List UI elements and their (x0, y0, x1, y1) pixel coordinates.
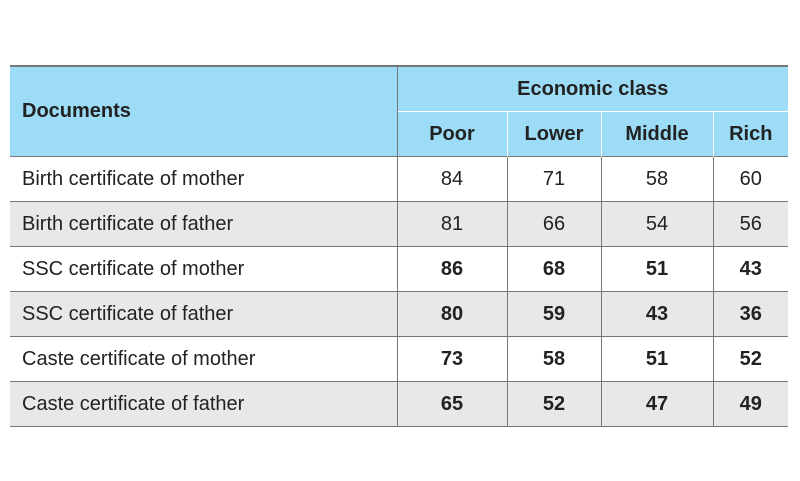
value-cell: 86 (397, 246, 508, 292)
table-row: SSC certificate of mother 86 68 51 43 (10, 246, 788, 292)
table-row: SSC certificate of father 80 59 43 36 (10, 291, 788, 337)
document-name: Birth certificate of mother (10, 156, 398, 202)
value-cell: 56 (713, 201, 788, 247)
value-cell: 60 (713, 156, 788, 202)
table-row: Caste certificate of mother 73 58 51 52 (10, 336, 788, 382)
class-header-lower: Lower (507, 111, 602, 157)
table-row: Birth certificate of father 81 66 54 56 (10, 201, 788, 247)
value-cell: 36 (713, 291, 788, 337)
document-name: SSC certificate of mother (10, 246, 398, 292)
value-cell: 84 (397, 156, 508, 202)
value-cell: 58 (601, 156, 714, 202)
class-header-middle: Middle (601, 111, 714, 157)
documents-column-header: Documents (10, 65, 398, 157)
documents-by-economic-class-table: Documents Economic class Poor Lower Midd… (10, 65, 788, 427)
economic-class-group-header: Economic class (397, 65, 788, 112)
value-cell: 43 (713, 246, 788, 292)
value-cell: 51 (601, 336, 714, 382)
document-name: Birth certificate of father (10, 201, 398, 247)
value-cell: 81 (397, 201, 508, 247)
value-cell: 51 (601, 246, 714, 292)
value-cell: 71 (507, 156, 602, 202)
table-row: Caste certificate of father 65 52 47 49 (10, 381, 788, 427)
document-name: Caste certificate of father (10, 381, 398, 427)
value-cell: 47 (601, 381, 714, 427)
value-cell: 52 (713, 336, 788, 382)
value-cell: 43 (601, 291, 714, 337)
value-cell: 58 (507, 336, 602, 382)
value-cell: 66 (507, 201, 602, 247)
document-name: SSC certificate of father (10, 291, 398, 337)
table-row: Birth certificate of mother 84 71 58 60 (10, 156, 788, 202)
documents-table-container: Documents Economic class Poor Lower Midd… (10, 65, 788, 427)
value-cell: 59 (507, 291, 602, 337)
value-cell: 54 (601, 201, 714, 247)
value-cell: 68 (507, 246, 602, 292)
value-cell: 80 (397, 291, 508, 337)
class-header-rich: Rich (713, 111, 788, 157)
value-cell: 49 (713, 381, 788, 427)
value-cell: 73 (397, 336, 508, 382)
value-cell: 65 (397, 381, 508, 427)
class-header-poor: Poor (397, 111, 508, 157)
value-cell: 52 (507, 381, 602, 427)
document-name: Caste certificate of mother (10, 336, 398, 382)
